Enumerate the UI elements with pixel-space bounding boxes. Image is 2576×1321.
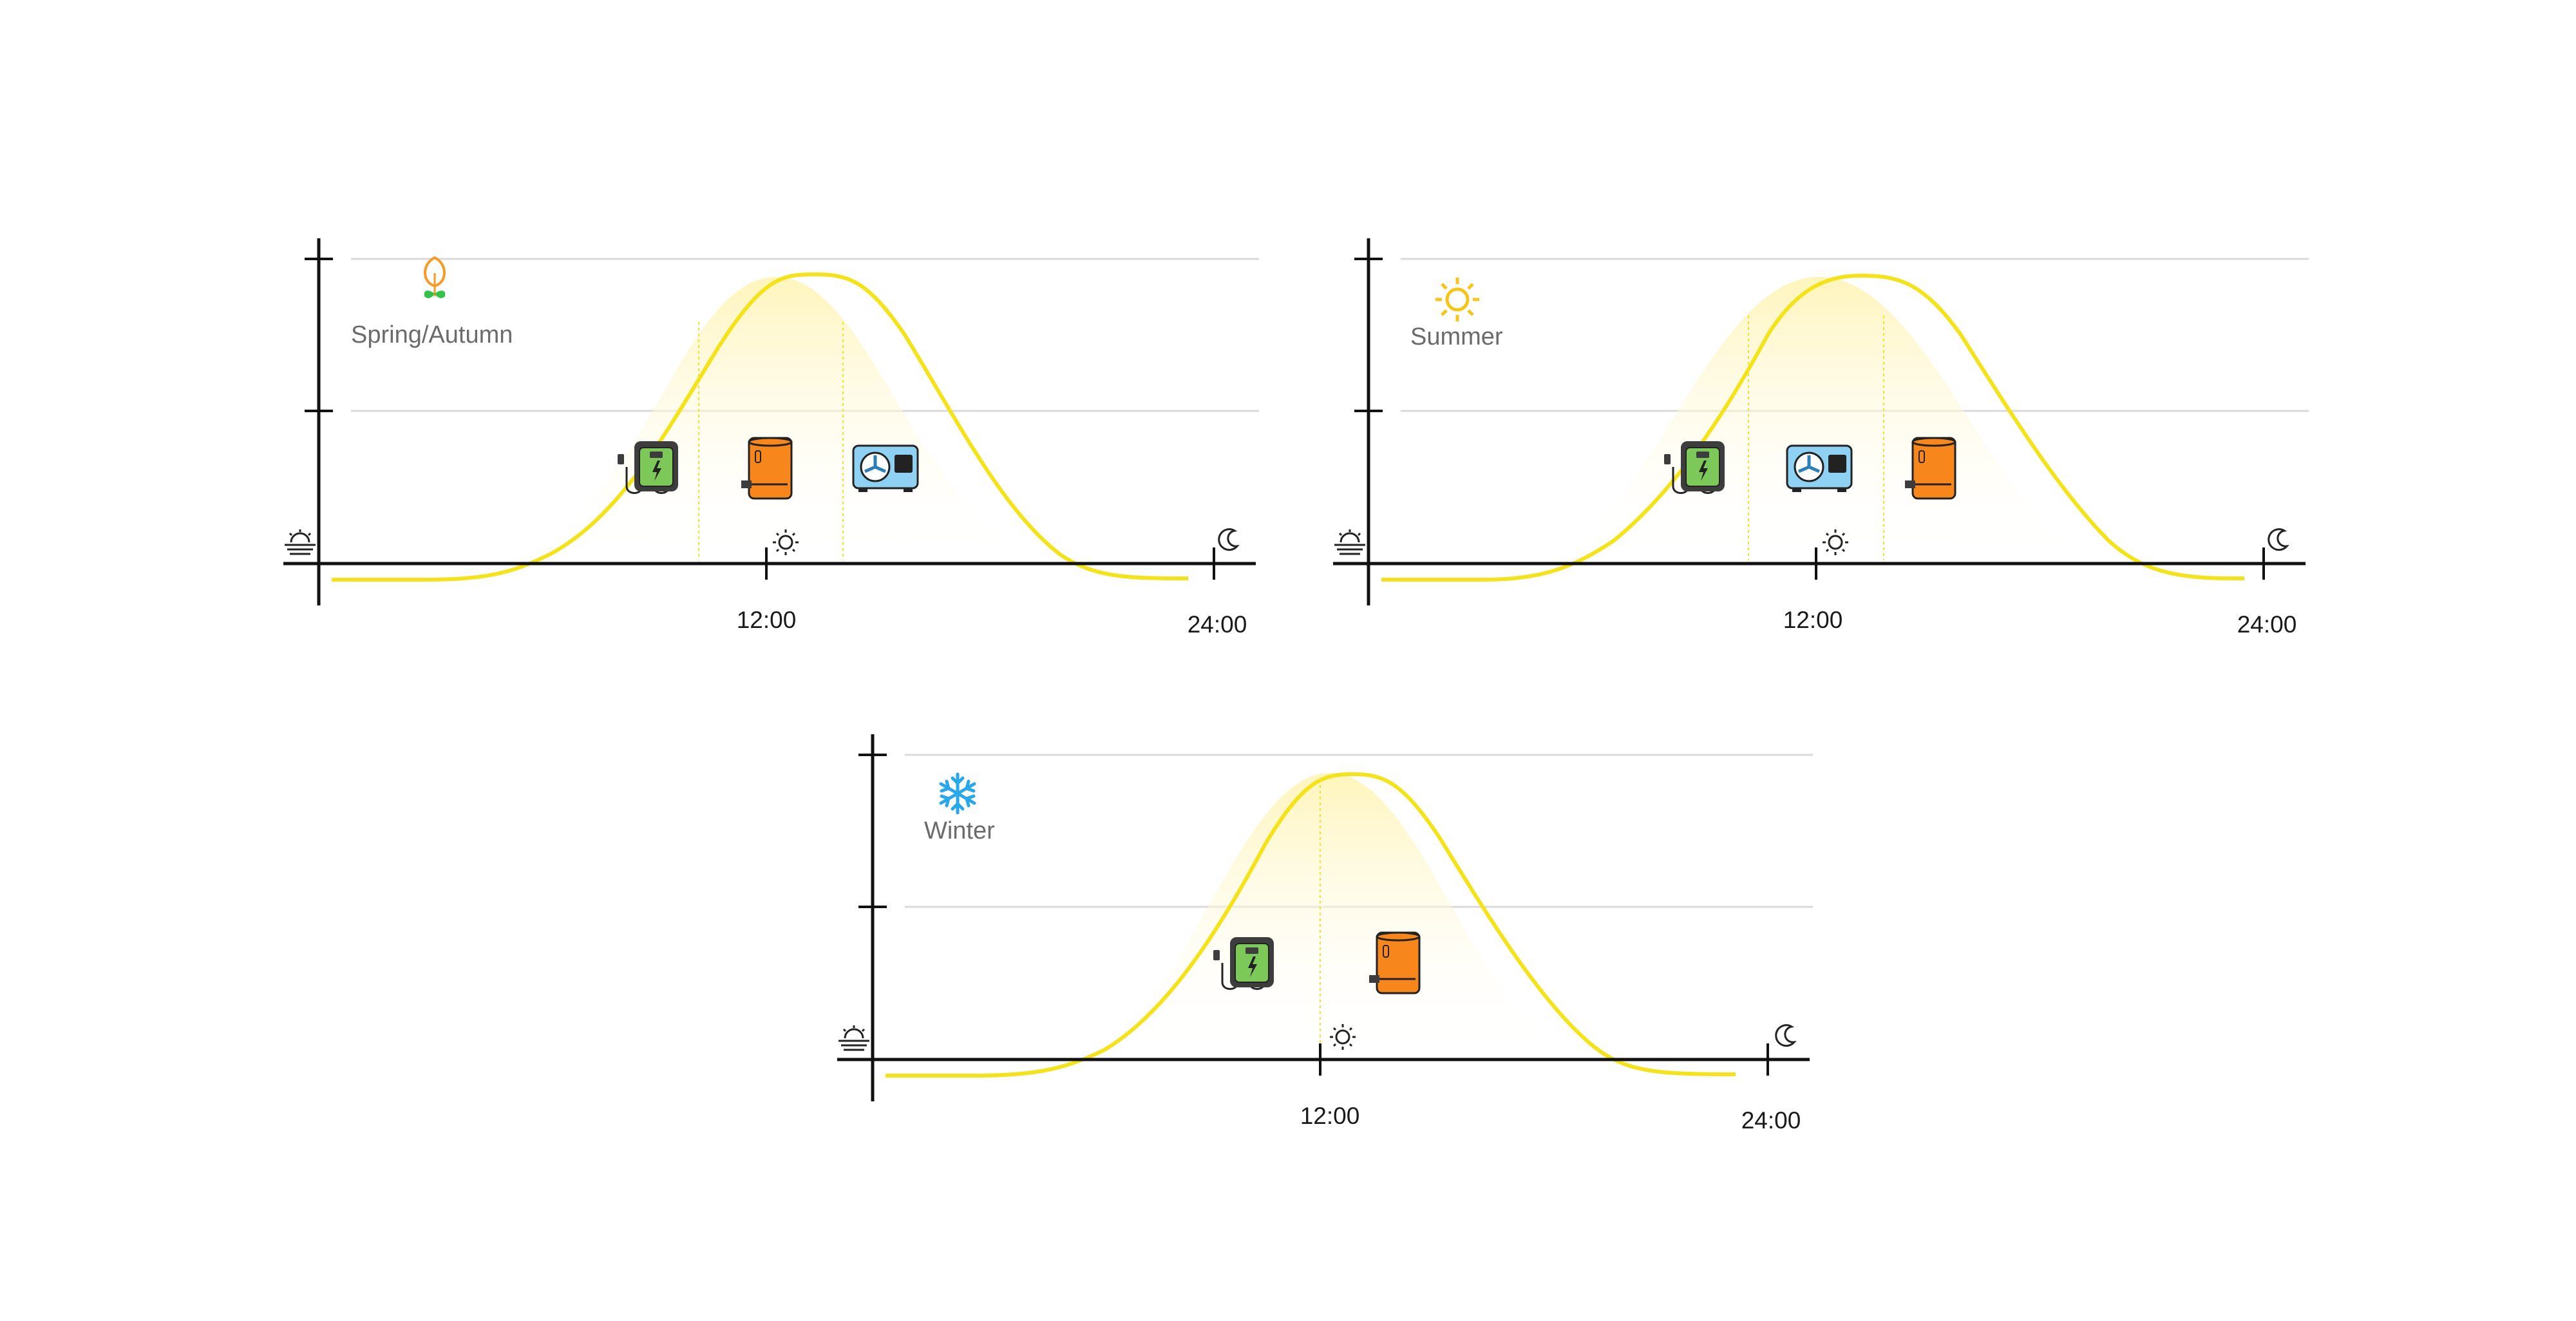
season-label: Spring/Autumn [351, 321, 513, 348]
ev-charger-icon [1213, 937, 1274, 990]
heat-pump-icon [852, 444, 919, 492]
panel-spring-autumn: Spring/Autumn 12:00 24:00 [283, 238, 1259, 638]
sunrise-icon [1334, 529, 1365, 555]
moon-icon [1218, 528, 1240, 551]
sun-curve [886, 772, 1736, 1078]
snowflake-icon [939, 772, 976, 815]
sun-area [1066, 773, 1594, 1060]
end-label: 24:00 [1188, 611, 1247, 638]
heat-pump-icon [1786, 444, 1853, 492]
noon-label: 12:00 [1300, 1103, 1360, 1129]
sun-icon [1823, 529, 1848, 555]
ev-charger-icon [1664, 441, 1725, 494]
sun-icon [1330, 1024, 1356, 1050]
boiler-icon [741, 437, 793, 500]
noon-label: 12:00 [737, 607, 797, 633]
end-label: 24:00 [2237, 611, 2297, 638]
panel-summer: Summer 12:00 24:00 [1333, 238, 2309, 638]
sprout-icon [424, 256, 446, 298]
sun-curve [332, 272, 1188, 582]
sunrise-icon [285, 529, 316, 555]
noon-label: 12:00 [1783, 607, 1843, 633]
panel-winter: Winter 12:00 24:00 [837, 734, 1813, 1134]
sun-curve [1381, 273, 2244, 582]
end-label: 24:00 [1741, 1107, 1801, 1134]
moon-icon [2268, 528, 2289, 551]
boiler-icon [1369, 931, 1421, 994]
moon-icon [1775, 1024, 1797, 1047]
sun-season-icon [1435, 278, 1479, 321]
season-label: Winter [924, 817, 995, 844]
sunrise-icon [838, 1025, 869, 1051]
sun-area [1530, 277, 2116, 564]
sun-area [480, 277, 1079, 564]
ev-charger-icon [618, 441, 678, 494]
boiler-icon [1905, 437, 1956, 500]
season-label: Summer [1410, 323, 1503, 350]
sun-icon [773, 529, 799, 555]
